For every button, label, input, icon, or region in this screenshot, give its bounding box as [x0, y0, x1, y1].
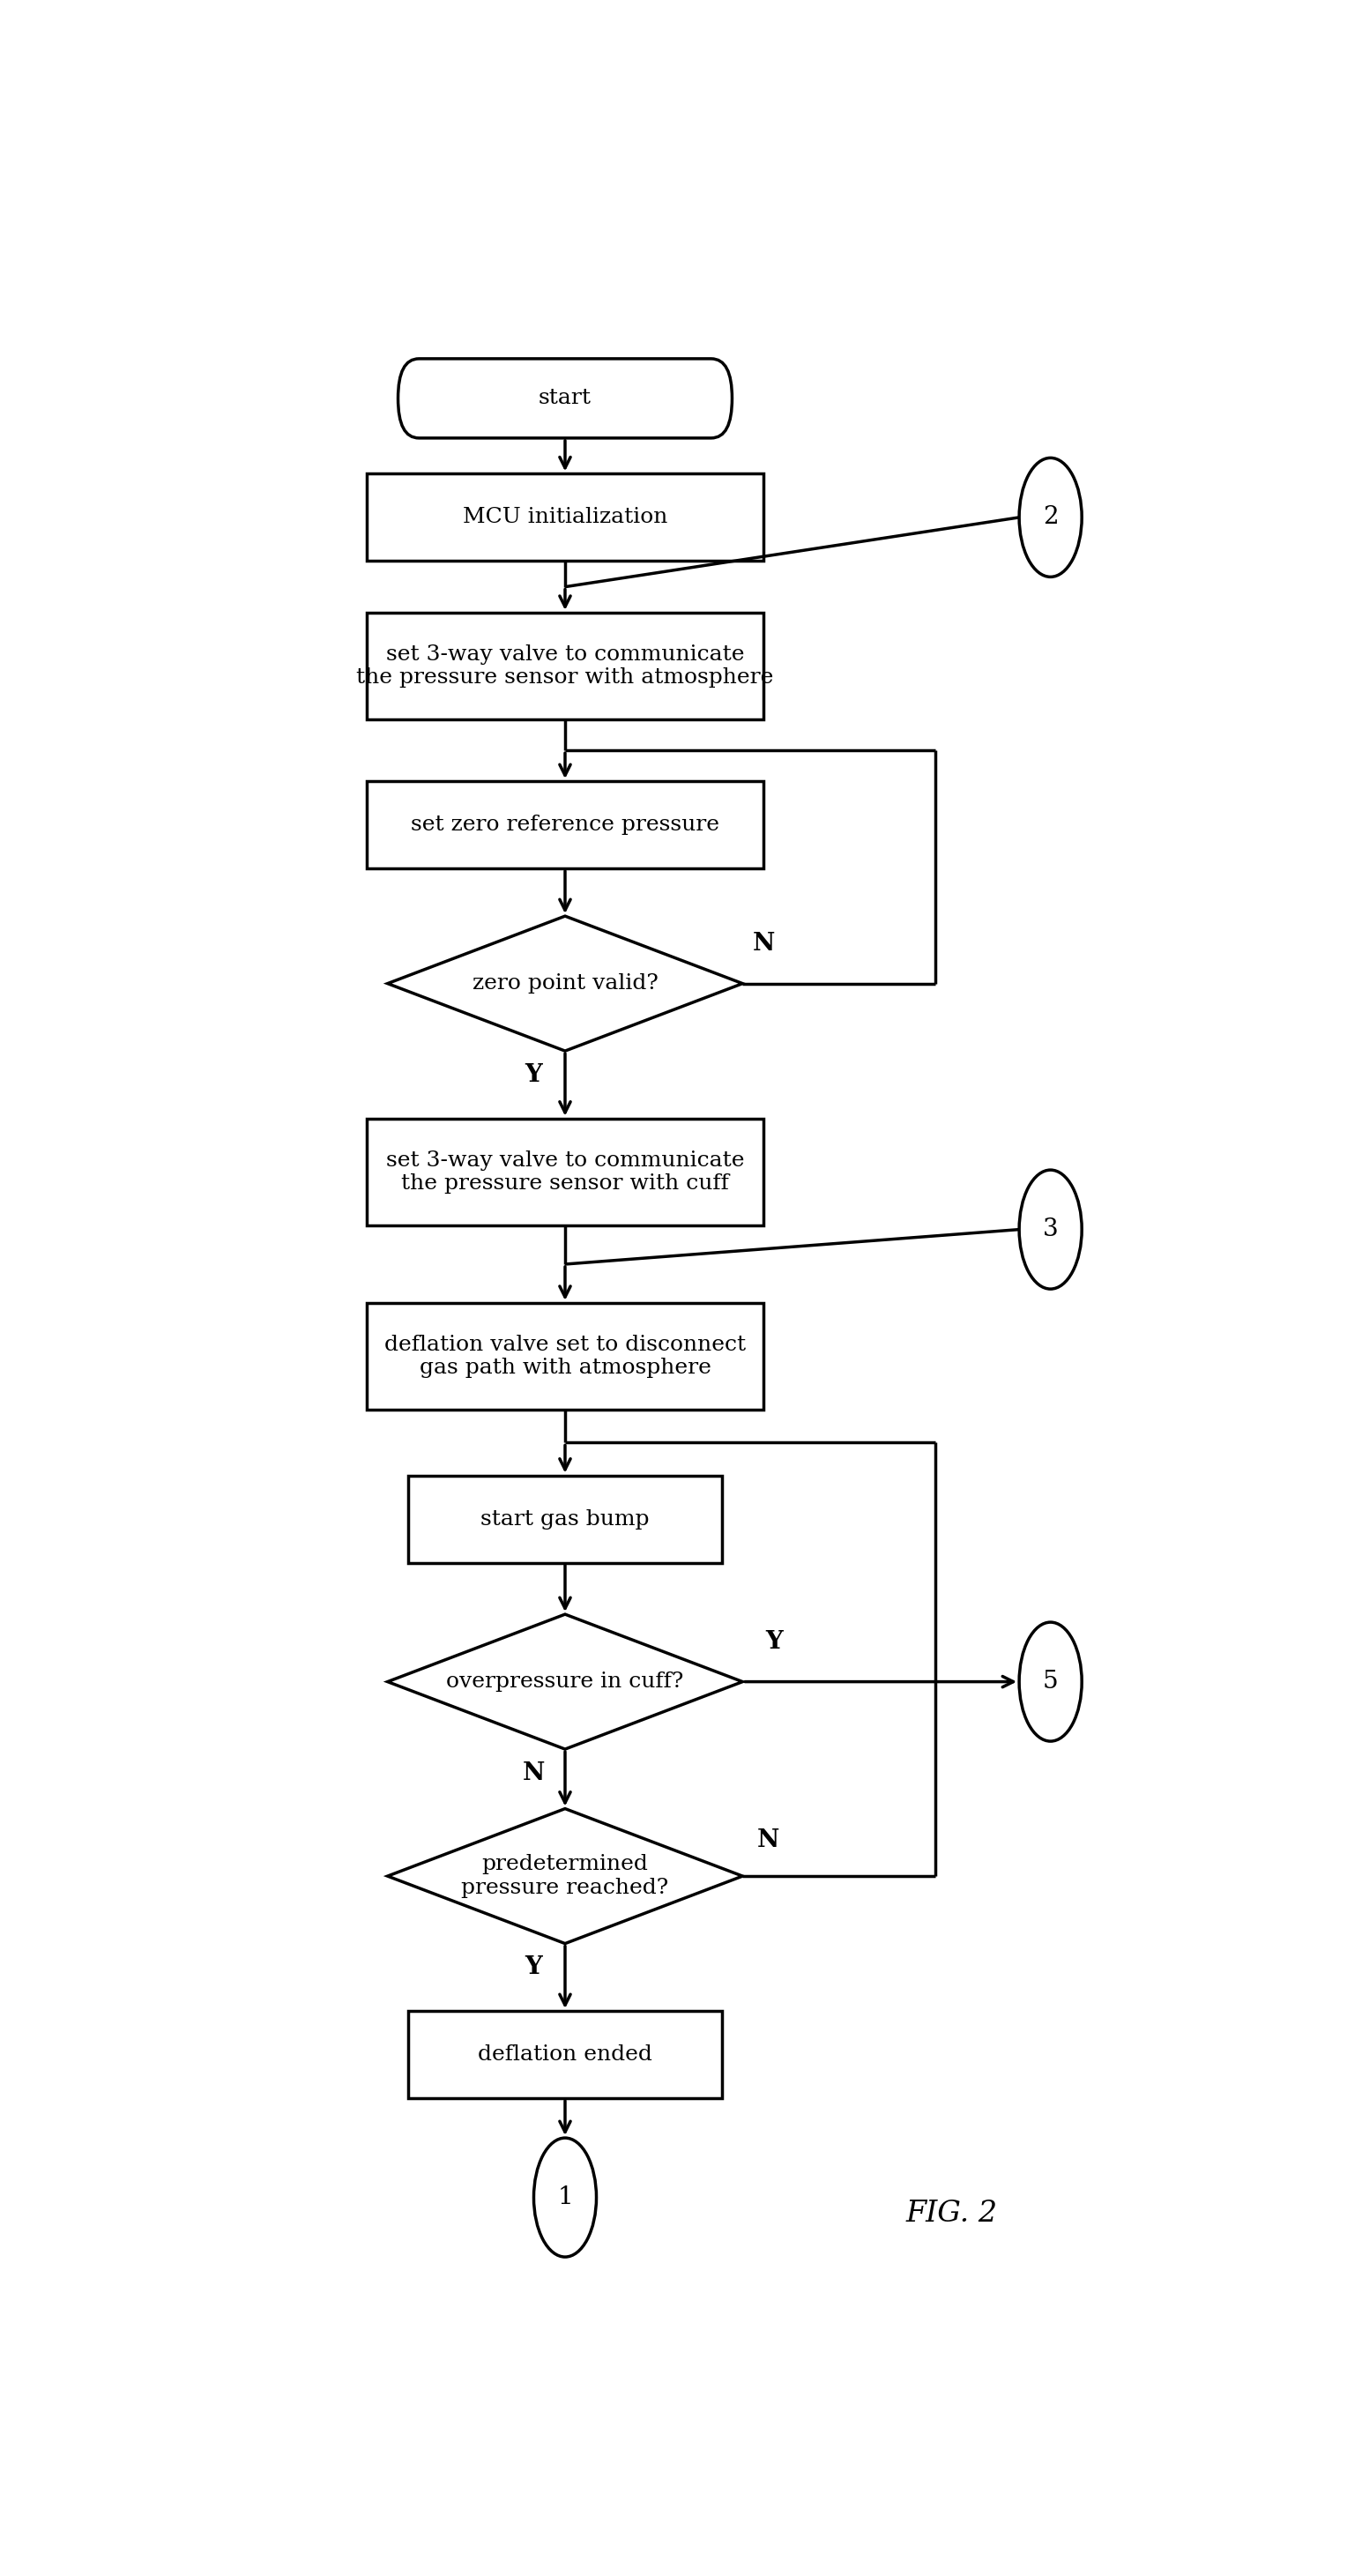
- Text: start: start: [539, 389, 591, 410]
- Text: set 3-way valve to communicate
the pressure sensor with cuff: set 3-way valve to communicate the press…: [385, 1149, 745, 1193]
- Text: MCU initialization: MCU initialization: [462, 507, 668, 528]
- Text: Y: Y: [765, 1631, 783, 1654]
- Bar: [366, 781, 764, 868]
- Circle shape: [1020, 1170, 1082, 1288]
- Polygon shape: [388, 1808, 742, 1942]
- Circle shape: [1020, 459, 1082, 577]
- Bar: [366, 1303, 764, 1409]
- Text: deflation ended: deflation ended: [478, 2045, 652, 2066]
- Circle shape: [1020, 1623, 1082, 1741]
- Circle shape: [533, 2138, 597, 2257]
- Bar: [408, 1476, 722, 1564]
- Text: Y: Y: [525, 1955, 543, 1978]
- Bar: [366, 613, 764, 719]
- Text: set 3-way valve to communicate
the pressure sensor with atmosphere: set 3-way valve to communicate the press…: [357, 644, 773, 688]
- Polygon shape: [388, 917, 742, 1051]
- Bar: [366, 1118, 764, 1226]
- Text: 2: 2: [1043, 505, 1059, 528]
- Text: set zero reference pressure: set zero reference pressure: [411, 814, 719, 835]
- Text: zero point valid?: zero point valid?: [471, 974, 659, 994]
- Text: 3: 3: [1043, 1218, 1059, 1242]
- Text: 5: 5: [1043, 1669, 1059, 1692]
- Text: Y: Y: [525, 1064, 543, 1087]
- Bar: [408, 2012, 722, 2099]
- Polygon shape: [388, 1615, 742, 1749]
- Text: N: N: [757, 1829, 780, 1852]
- FancyBboxPatch shape: [399, 358, 733, 438]
- Text: 1: 1: [558, 2184, 572, 2210]
- Text: deflation valve set to disconnect
gas path with atmosphere: deflation valve set to disconnect gas pa…: [384, 1334, 746, 1378]
- Text: N: N: [523, 1762, 546, 1785]
- Text: start gas bump: start gas bump: [481, 1510, 649, 1530]
- Text: overpressure in cuff?: overpressure in cuff?: [446, 1672, 684, 1692]
- Text: N: N: [752, 933, 775, 956]
- Text: predetermined
pressure reached?: predetermined pressure reached?: [462, 1855, 668, 1899]
- Bar: [366, 474, 764, 562]
- Text: FIG. 2: FIG. 2: [905, 2200, 997, 2228]
